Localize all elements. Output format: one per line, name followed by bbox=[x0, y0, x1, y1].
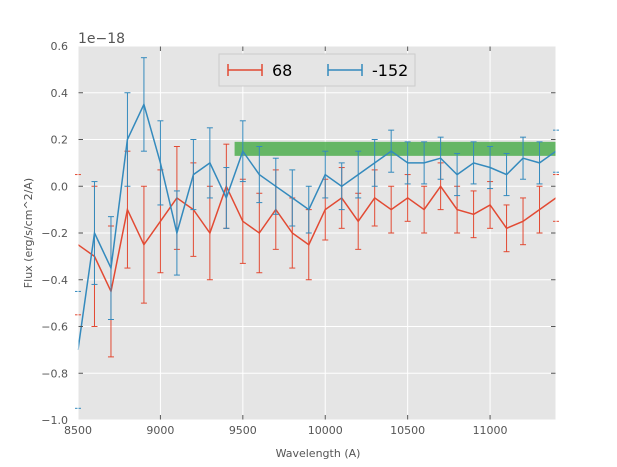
y-tick-label: −1.0 bbox=[41, 414, 68, 427]
series--152 bbox=[75, 57, 559, 409]
y-tick-label: 0.2 bbox=[51, 134, 69, 147]
y-tick-label: −0.8 bbox=[41, 367, 68, 380]
x-tick-label: 10000 bbox=[308, 424, 343, 437]
y-tick-label: 0.0 bbox=[51, 180, 69, 193]
x-tick-label: 9000 bbox=[146, 424, 174, 437]
flux-band bbox=[234, 141, 556, 156]
series-line bbox=[77, 102, 557, 351]
y-tick-label: −0.2 bbox=[41, 227, 68, 240]
y-offset-label: 1e−18 bbox=[78, 31, 125, 47]
x-axis-label: Wavelength (A) bbox=[276, 447, 361, 460]
legend: 68 -152 bbox=[218, 53, 416, 87]
legend-label-152: -152 bbox=[372, 61, 408, 80]
x-tick-label: 11000 bbox=[473, 424, 508, 437]
x-tick-label: 9500 bbox=[229, 424, 257, 437]
y-tick-label: 0.6 bbox=[51, 40, 69, 53]
y-tick-label: −0.6 bbox=[41, 321, 68, 334]
legend-label-68: 68 bbox=[272, 61, 292, 80]
x-tick-label: 10500 bbox=[390, 424, 425, 437]
y-tick-label: 0.4 bbox=[51, 87, 69, 100]
x-tick-label: 8500 bbox=[64, 424, 92, 437]
y-tick-label: −0.4 bbox=[41, 274, 68, 287]
y-axis-label: Flux (erg/s/cm^2/A) bbox=[22, 178, 35, 288]
series-line bbox=[77, 184, 557, 294]
axis-ticks: 8500 9000 9500 10000 10500 11000 −1.0 −0.8 −0.6 −… bbox=[41, 40, 557, 437]
flux-band-rect bbox=[234, 141, 556, 156]
plot-frame bbox=[77, 45, 557, 421]
